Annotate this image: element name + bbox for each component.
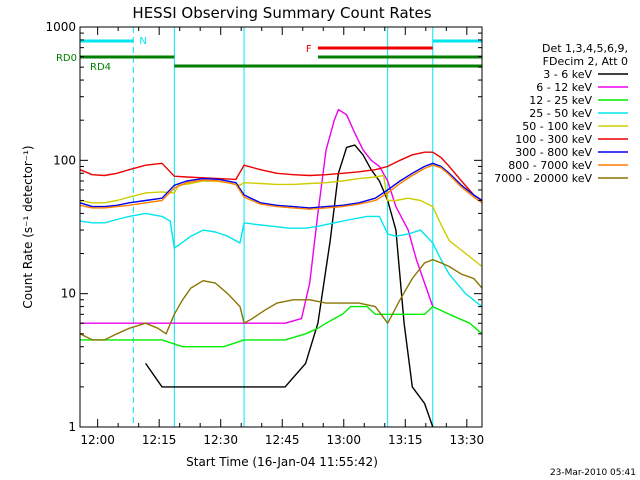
y-tick-label: 100 <box>53 153 76 167</box>
y-axis-label: Count Rate (s⁻¹ detector⁻¹) <box>21 145 35 308</box>
y-tick-label: 10 <box>61 287 76 301</box>
x-tick-label: 13:30 <box>450 433 485 447</box>
plot-frame <box>79 26 483 428</box>
legend-label: 12 - 25 keV <box>529 94 592 107</box>
y-tick-label: 1 <box>68 420 76 434</box>
series-line-4 <box>79 174 483 268</box>
legend-label: 50 - 100 keV <box>522 120 592 133</box>
plot-area: N F RD0 RD4 <box>56 27 483 428</box>
y-tick-label: 1000 <box>45 20 76 34</box>
series-line-6 <box>79 162 483 209</box>
x-tick-label: 13:00 <box>326 433 361 447</box>
y-axis: 1 10 100 1000 <box>45 20 482 434</box>
x-axis-label: Start Time (16-Jan-04 11:55:42) <box>186 455 378 469</box>
legend-label: 100 - 300 keV <box>515 133 592 146</box>
series-line-2 <box>80 305 483 348</box>
state-label-rd4: RD4 <box>90 62 111 73</box>
legend: Det 1,3,4,5,6,9,FDecim 2, Att 03 - 6 keV… <box>494 42 628 185</box>
series-line-3 <box>79 212 483 308</box>
x-tick-label: 12:45 <box>265 433 300 447</box>
series-line-5 <box>79 151 483 202</box>
legend-label: 7000 - 20000 keV <box>494 172 592 185</box>
legend-header: FDecim 2, Att 0 <box>543 55 628 68</box>
x-tick-label: 13:15 <box>388 433 423 447</box>
x-tick-label: 12:00 <box>80 433 115 447</box>
legend-label: 25 - 50 keV <box>529 107 592 120</box>
x-tick-label: 12:15 <box>142 433 177 447</box>
footer-date: 23-Mar-2010 05:41 <box>550 468 636 478</box>
state-label-f: F <box>306 44 312 55</box>
state-label-n: N <box>139 36 146 47</box>
legend-label: 6 - 12 keV <box>536 81 592 94</box>
legend-label: 800 - 7000 keV <box>508 159 592 172</box>
legend-label: 3 - 6 keV <box>543 68 592 81</box>
x-axis: 12:00 12:15 12:30 12:45 13:00 13:15 13:30 <box>80 27 484 447</box>
legend-label: 300 - 800 keV <box>515 146 592 159</box>
x-tick-label: 12:30 <box>203 433 238 447</box>
state-label-rd0: RD0 <box>56 53 77 64</box>
legend-header: Det 1,3,4,5,6,9, <box>542 42 628 55</box>
series-line-1 <box>80 108 434 324</box>
series-line-8 <box>79 258 483 341</box>
chart-title: HESSI Observing Summary Count Rates <box>132 4 431 22</box>
series-line-7 <box>79 164 483 210</box>
